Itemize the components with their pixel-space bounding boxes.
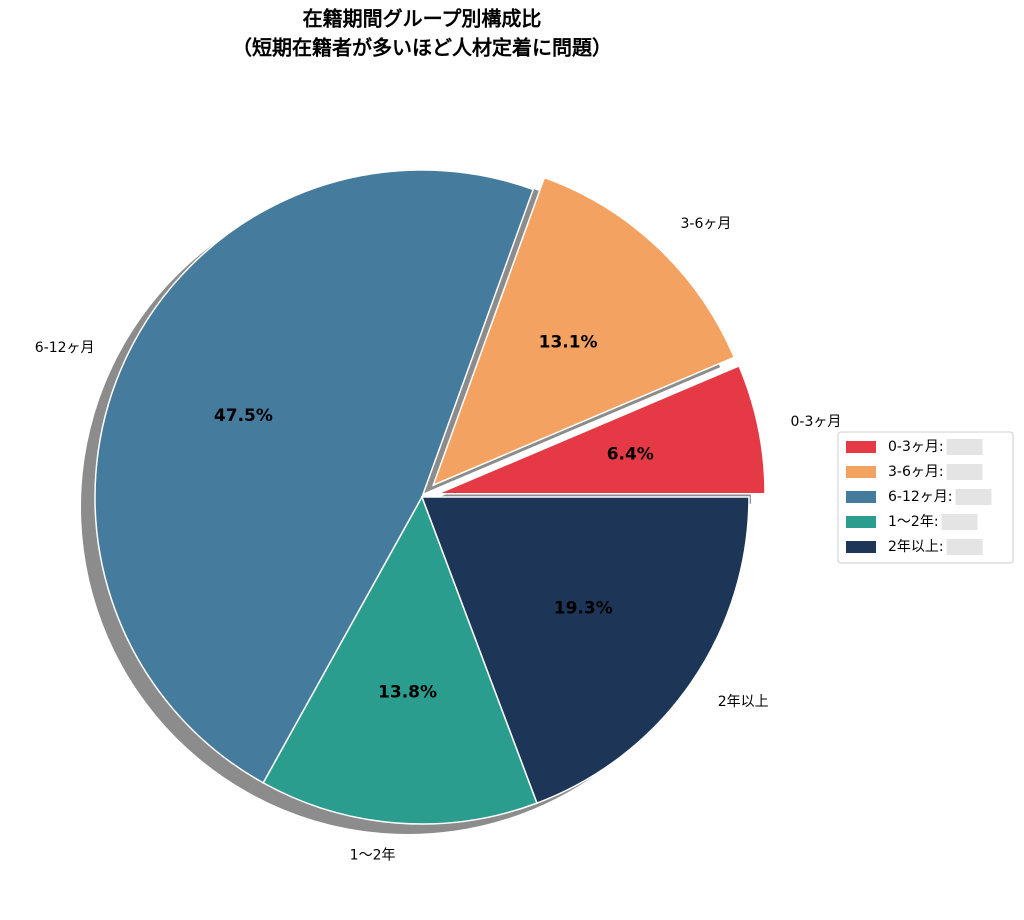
legend-label: 1〜2年: [888,514,939,530]
value-label: 19.3% [554,599,613,619]
category-label: 1〜2年 [350,848,396,864]
category-label: 3-6ヶ月 [681,216,732,232]
wedge [262,495,538,825]
chart-subtitle: （短期在籍者が多いほど人材定着に問題） [232,36,612,60]
legend-swatch [846,541,876,553]
wedge [431,176,736,487]
legend-label: 2年以上: [888,539,944,555]
legend-swatch [846,466,876,478]
redacted [946,539,983,555]
category-label: 6-12ヶ月 [35,340,95,356]
redacted [955,489,992,505]
legend-label: 6-12ヶ月: [888,489,953,505]
legend-swatch [846,491,876,503]
wedge [94,169,535,784]
redacted [946,464,983,480]
legend-swatch [846,516,876,528]
legend-label: 3-6ヶ月: [888,464,944,480]
value-label: 6.4% [607,445,654,465]
wedge [420,496,750,805]
legend-label: 0-3ヶ月: [888,439,944,455]
value-label: 13.8% [378,683,437,703]
legend: 0-3ヶ月: 3-6ヶ月: 6-12ヶ月: 1〜2年: 2年以上: [837,431,1014,564]
category-label: 2年以上 [718,694,769,710]
legend-swatch [846,441,876,453]
redacted [941,514,978,530]
category-label: 0-3ヶ月 [790,414,841,430]
value-label: 47.5% [214,406,273,426]
wedge [437,364,766,495]
value-label: 13.1% [539,333,598,353]
pie: 0-3ヶ月 6.4% 3-6ヶ月 13.1% 6-12ヶ月 47.5% 1〜2年 13.8% 2… [35,169,841,864]
chart-title: 在籍期間グループ別構成比 [303,7,542,31]
redacted [946,439,983,455]
